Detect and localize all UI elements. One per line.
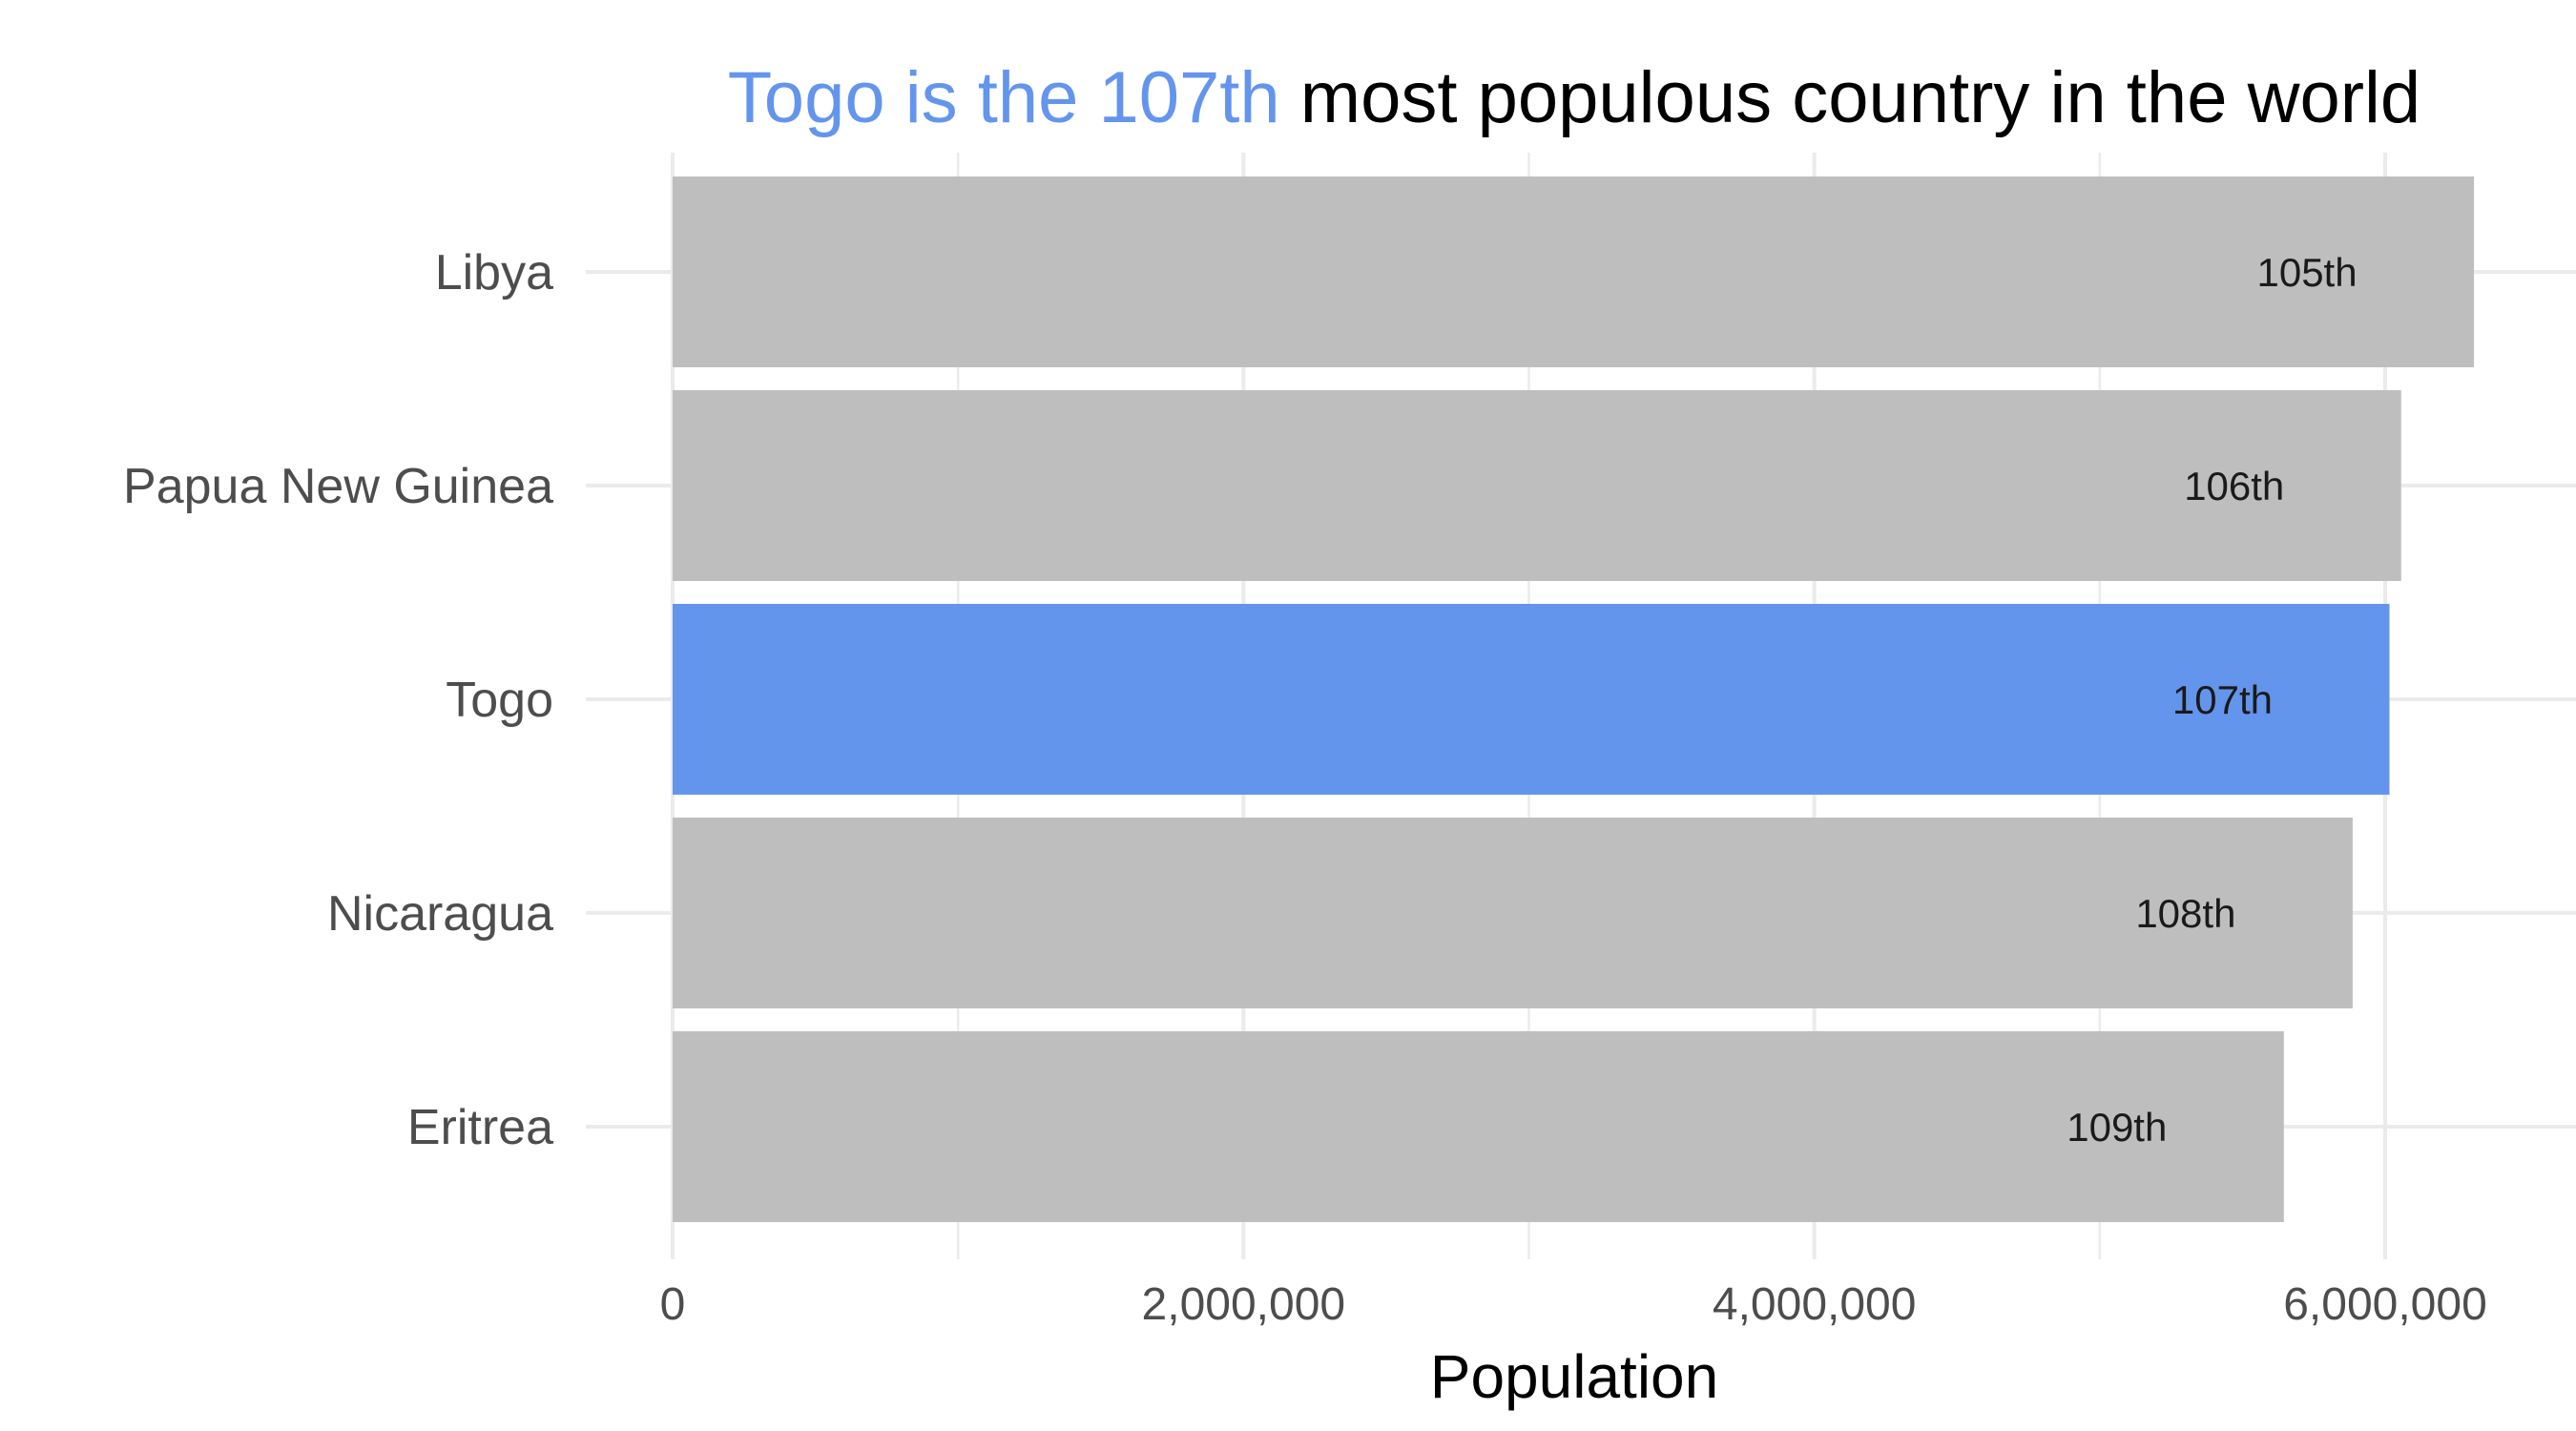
- x-tick-label: 4,000,000: [1713, 1279, 1917, 1330]
- chart-title-highlight: Togo is the 107th: [728, 57, 1280, 138]
- bar-papua-new-guinea: [673, 390, 2401, 581]
- bar-value-label: 108th: [2135, 891, 2235, 936]
- bar-libya: [673, 176, 2475, 367]
- y-tick-label: Togo: [446, 673, 553, 728]
- x-tick-label: 0: [660, 1279, 686, 1330]
- bar-value-label: 109th: [2067, 1105, 2167, 1150]
- x-tick-label: 2,000,000: [1142, 1279, 1346, 1330]
- y-tick-label: Libya: [435, 245, 553, 301]
- chart-title-rest: most populous country in the world: [1280, 57, 2421, 138]
- x-axis-title: Population: [1430, 1342, 1718, 1411]
- bar-togo: [673, 604, 2390, 795]
- bar-eritrea: [673, 1031, 2284, 1222]
- y-tick-label: Papua New Guinea: [123, 459, 553, 514]
- label-layer: 105th Libya 106th Papua New Guinea 107th Togo…: [123, 245, 2487, 1330]
- bar-value-label: 105th: [2256, 250, 2357, 295]
- bar-nicaragua: [673, 818, 2353, 1008]
- chart-title: Togo is the 107th most populous country …: [728, 57, 2420, 138]
- y-tick-label: Nicaragua: [327, 886, 553, 942]
- y-tick-label: Eritrea: [407, 1100, 553, 1155]
- bar-value-label: 107th: [2172, 677, 2273, 722]
- bar-value-label: 106th: [2184, 464, 2284, 508]
- bar-layer: [673, 176, 2475, 1222]
- x-tick-label: 6,000,000: [2283, 1279, 2487, 1330]
